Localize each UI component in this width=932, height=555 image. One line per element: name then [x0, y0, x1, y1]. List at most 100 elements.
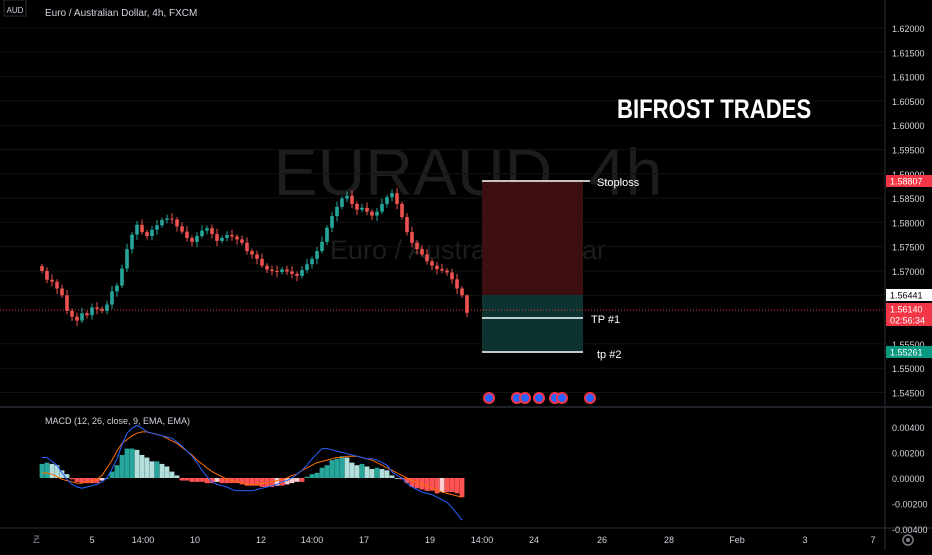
candle[interactable] — [185, 226, 189, 242]
candle[interactable] — [390, 189, 394, 202]
event-icon[interactable] — [533, 392, 545, 404]
macd-label[interactable]: MACD (12, 26, close, 9, EMA, EMA) — [45, 416, 190, 426]
price-axis[interactable]: 1.62000 1.61500 1.61000 1.60500 1.60000 1.595… — [892, 24, 925, 399]
candle[interactable] — [420, 245, 424, 257]
candle[interactable] — [235, 234, 239, 245]
candle[interactable] — [435, 261, 439, 275]
currency-badge[interactable]: AUD — [3, 0, 27, 17]
candle[interactable] — [160, 217, 164, 228]
candle[interactable] — [75, 312, 79, 326]
candle[interactable] — [285, 265, 289, 275]
candle[interactable] — [410, 226, 414, 248]
candle[interactable] — [380, 198, 384, 215]
candle[interactable] — [220, 235, 224, 244]
candle[interactable] — [240, 235, 244, 246]
candle[interactable] — [150, 225, 154, 241]
candle[interactable] — [65, 289, 69, 315]
candle[interactable] — [320, 236, 324, 254]
candle[interactable] — [315, 247, 319, 265]
candle[interactable] — [200, 225, 204, 239]
timezone-icon[interactable]: Ƶ — [33, 534, 40, 546]
candle[interactable] — [370, 209, 374, 220]
macd-axis[interactable]: 0.00400 0.00200 0.00000 -0.00200 -0.00400 — [892, 423, 928, 535]
candle[interactable] — [180, 222, 184, 235]
candle[interactable] — [250, 248, 254, 259]
candle[interactable] — [110, 286, 114, 309]
candle[interactable] — [195, 232, 199, 248]
candle[interactable] — [125, 243, 129, 272]
candle[interactable] — [325, 225, 329, 246]
candle[interactable] — [245, 237, 249, 255]
candle[interactable] — [100, 306, 104, 314]
candle[interactable] — [210, 224, 214, 239]
candle[interactable] — [145, 229, 149, 240]
candle[interactable] — [95, 302, 99, 315]
candle[interactable] — [345, 191, 349, 202]
candle[interactable] — [40, 263, 44, 274]
candle[interactable] — [385, 194, 389, 208]
event-icon[interactable] — [519, 392, 531, 404]
candle[interactable] — [230, 229, 234, 241]
candle[interactable] — [215, 228, 219, 247]
candle[interactable] — [395, 187, 399, 210]
candle[interactable] — [300, 266, 304, 279]
candle[interactable] — [270, 265, 274, 276]
candle[interactable] — [445, 268, 449, 276]
candle[interactable] — [115, 283, 119, 297]
candle[interactable] — [55, 279, 59, 294]
candlestick-series[interactable] — [40, 187, 469, 326]
candle[interactable] — [45, 267, 49, 284]
candle[interactable] — [375, 207, 379, 221]
candle[interactable] — [415, 240, 419, 255]
candle[interactable] — [405, 213, 409, 236]
event-markers[interactable] — [483, 392, 596, 404]
settings-gear-icon[interactable] — [902, 534, 914, 546]
candle[interactable] — [255, 250, 259, 265]
candle[interactable] — [340, 196, 344, 210]
candle[interactable] — [275, 265, 279, 278]
candle[interactable] — [335, 201, 339, 222]
candle[interactable] — [130, 232, 134, 254]
candle[interactable] — [360, 203, 364, 213]
event-icon[interactable] — [483, 392, 495, 404]
candle[interactable] — [135, 220, 139, 240]
candle[interactable] — [225, 231, 229, 242]
candle[interactable] — [440, 263, 444, 273]
candle[interactable] — [260, 253, 264, 269]
candle[interactable] — [460, 286, 464, 298]
candle[interactable] — [365, 202, 369, 216]
candle[interactable] — [80, 307, 84, 324]
candle[interactable] — [330, 212, 334, 233]
candle[interactable] — [355, 201, 359, 216]
event-icon[interactable] — [556, 392, 568, 404]
candle[interactable] — [140, 219, 144, 235]
candle[interactable] — [305, 258, 309, 274]
candle[interactable] — [175, 217, 179, 232]
candle[interactable] — [425, 249, 429, 265]
candle[interactable] — [450, 268, 454, 284]
candle[interactable] — [190, 235, 194, 247]
candle[interactable] — [310, 256, 314, 269]
time-axis[interactable]: 5 14:00 10 12 14:00 17 19 14:00 24 26 28 Feb 3 7 — [89, 535, 875, 545]
candle[interactable] — [400, 201, 404, 220]
candle[interactable] — [265, 263, 269, 273]
candle[interactable] — [295, 271, 299, 282]
candle[interactable] — [290, 266, 294, 279]
candle[interactable] — [50, 274, 54, 287]
candle[interactable] — [60, 284, 64, 298]
candle[interactable] — [85, 310, 89, 319]
candle[interactable] — [165, 214, 169, 224]
candle[interactable] — [155, 219, 159, 236]
candle[interactable] — [170, 213, 174, 224]
candle[interactable] — [105, 300, 109, 315]
candle[interactable] — [465, 294, 469, 318]
candle[interactable] — [90, 303, 94, 320]
candle[interactable] — [70, 308, 74, 322]
candle[interactable] — [455, 273, 459, 294]
candle[interactable] — [280, 267, 284, 275]
macd-pane[interactable] — [39, 424, 465, 521]
candle[interactable] — [430, 258, 434, 271]
chart-title[interactable]: Euro / Australian Dollar, 4h, FXCM — [45, 8, 197, 19]
candle[interactable] — [205, 225, 209, 235]
